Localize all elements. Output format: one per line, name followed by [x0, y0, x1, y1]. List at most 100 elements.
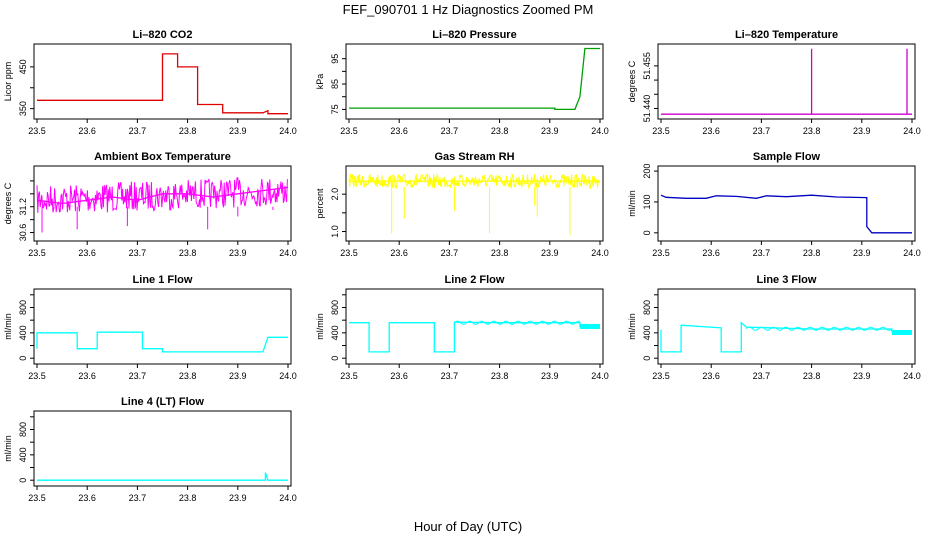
y-tick-label: 400	[18, 447, 28, 462]
panels: Li–820 CO2 23.5 23.6 23.7 23.8 23.9 24.0 350 450…	[3, 29, 921, 503]
x-tick-label: 23.5	[28, 371, 46, 381]
panel-title: Line 3 Flow	[757, 274, 817, 286]
panel-title: Line 2 Flow	[445, 274, 505, 286]
panel-title: Sample Flow	[753, 151, 821, 163]
x-tick-label: 24.0	[279, 248, 297, 258]
series-group	[37, 472, 288, 481]
y-tick-label: 51.440	[642, 95, 652, 123]
panel-frame	[345, 43, 604, 120]
y-tick-label: 0	[642, 356, 652, 361]
panel-8: Line 2 Flow 23.5 23.6 23.7 23.8 23.9 24.0 0 400 8…	[315, 274, 609, 381]
x-tick-label: 23.6	[702, 126, 720, 136]
y-tick-label: 100	[642, 194, 652, 209]
panel-frame	[33, 165, 292, 242]
x-tick-label: 23.9	[229, 493, 247, 503]
x-tick-label: 23.7	[441, 371, 459, 381]
panel-9: Line 3 Flow 23.5 23.6 23.7 23.8 23.9 24.0 0 400 8…	[627, 274, 921, 381]
series-line	[349, 321, 600, 353]
y-tick-label: 400	[642, 325, 652, 340]
y-tick-label: 450	[18, 59, 28, 74]
x-tick-label: 24.0	[591, 126, 609, 136]
series-line	[37, 472, 288, 481]
x-tick-label: 23.8	[179, 493, 197, 503]
x-tick-label: 23.7	[753, 371, 771, 381]
y-axis-label: ml/min	[3, 313, 13, 340]
x-tick-label: 23.9	[541, 371, 559, 381]
series-line	[349, 47, 600, 111]
x-tick-label: 23.6	[78, 493, 96, 503]
y-tick-label: 800	[642, 300, 652, 315]
panel-title: Line 4 (LT) Flow	[121, 396, 204, 408]
x-tick-label: 23.6	[390, 371, 408, 381]
x-tick-label: 23.6	[78, 371, 96, 381]
x-tick-label: 23.8	[491, 371, 509, 381]
x-tick-label: 23.6	[390, 248, 408, 258]
x-tick-label: 23.9	[229, 248, 247, 258]
x-tick-label: 23.7	[129, 371, 147, 381]
series-line	[660, 194, 912, 234]
y-tick-label: 1.0	[330, 225, 340, 238]
y-axis-label: ml/min	[627, 190, 637, 217]
x-tick-label: 23.9	[853, 248, 871, 258]
y-axis-label: ml/min	[315, 313, 325, 340]
panel-title: Li–820 CO2	[133, 29, 193, 41]
y-axis-label: degrees C	[627, 60, 637, 102]
x-tick-label: 23.8	[491, 248, 509, 258]
x-tick-label: 23.8	[179, 371, 197, 381]
y-tick-label: 800	[18, 422, 28, 437]
series-line	[36, 331, 288, 353]
panel-2: Li–820 Pressure 23.5 23.6 23.7 23.8 23.9 24.0 7…	[315, 29, 609, 136]
x-tick-label: 24.0	[279, 126, 297, 136]
series-group	[36, 331, 288, 353]
series-tail	[891, 329, 912, 335]
panel-title: Li–820 Temperature	[735, 29, 838, 41]
x-tick-label: 23.9	[853, 126, 871, 136]
y-tick-label: 0	[330, 356, 340, 361]
panel-10: Line 4 (LT) Flow 23.5 23.6 23.7 23.8 23.9 24.0…	[3, 396, 297, 503]
panel-7: Line 1 Flow 23.5 23.6 23.7 23.8 23.9 24.0 0 400 8…	[3, 274, 297, 381]
panel-frame	[345, 165, 604, 242]
x-tick-label: 23.5	[652, 371, 670, 381]
x-tick-label: 24.0	[591, 371, 609, 381]
x-tick-label: 23.9	[229, 371, 247, 381]
series-wave	[745, 326, 893, 331]
y-tick-label: 350	[18, 101, 28, 116]
x-tick-label: 24.0	[279, 371, 297, 381]
x-tick-label: 23.7	[441, 126, 459, 136]
y-tick-label: 31.2	[18, 198, 28, 216]
panel-3: Li–820 Temperature 23.5 23.6 23.7 23.8 23.9 24…	[627, 29, 921, 136]
y-axis-label: Licor ppm	[3, 62, 13, 102]
x-tick-label: 23.9	[229, 126, 247, 136]
series-group	[37, 53, 288, 115]
panel-frame	[33, 43, 292, 120]
y-tick-label: 85	[330, 79, 340, 89]
panel-frame	[657, 165, 916, 242]
x-tick-label: 24.0	[591, 248, 609, 258]
panel-1: Li–820 CO2 23.5 23.6 23.7 23.8 23.9 24.0 350 450…	[3, 29, 297, 136]
x-tick-label: 23.9	[541, 126, 559, 136]
panel-frame	[33, 288, 292, 365]
figure-xlabel: Hour of Day (UTC)	[414, 519, 522, 534]
y-axis-label: percent	[315, 188, 325, 219]
series-group	[348, 172, 601, 236]
x-tick-label: 23.6	[702, 248, 720, 258]
y-axis-label: kPa	[315, 74, 325, 90]
panel-frame	[657, 43, 916, 120]
x-tick-label: 24.0	[903, 248, 921, 258]
series-group	[661, 48, 912, 115]
y-tick-label: 0	[18, 356, 28, 361]
x-tick-label: 24.0	[903, 126, 921, 136]
x-tick-label: 23.8	[179, 126, 197, 136]
x-tick-label: 23.5	[340, 371, 358, 381]
y-tick-label: 0	[642, 230, 652, 235]
x-tick-label: 23.8	[803, 126, 821, 136]
x-tick-label: 23.9	[853, 371, 871, 381]
x-tick-label: 23.6	[78, 126, 96, 136]
panel-5: Gas Stream RH 23.5 23.6 23.7 23.8 23.9 24.0 1.0…	[315, 151, 609, 258]
panel-frame	[33, 410, 292, 487]
x-tick-label: 23.6	[390, 126, 408, 136]
series-noise	[36, 177, 288, 213]
y-tick-label: 400	[18, 325, 28, 340]
x-tick-label: 23.5	[28, 248, 46, 258]
